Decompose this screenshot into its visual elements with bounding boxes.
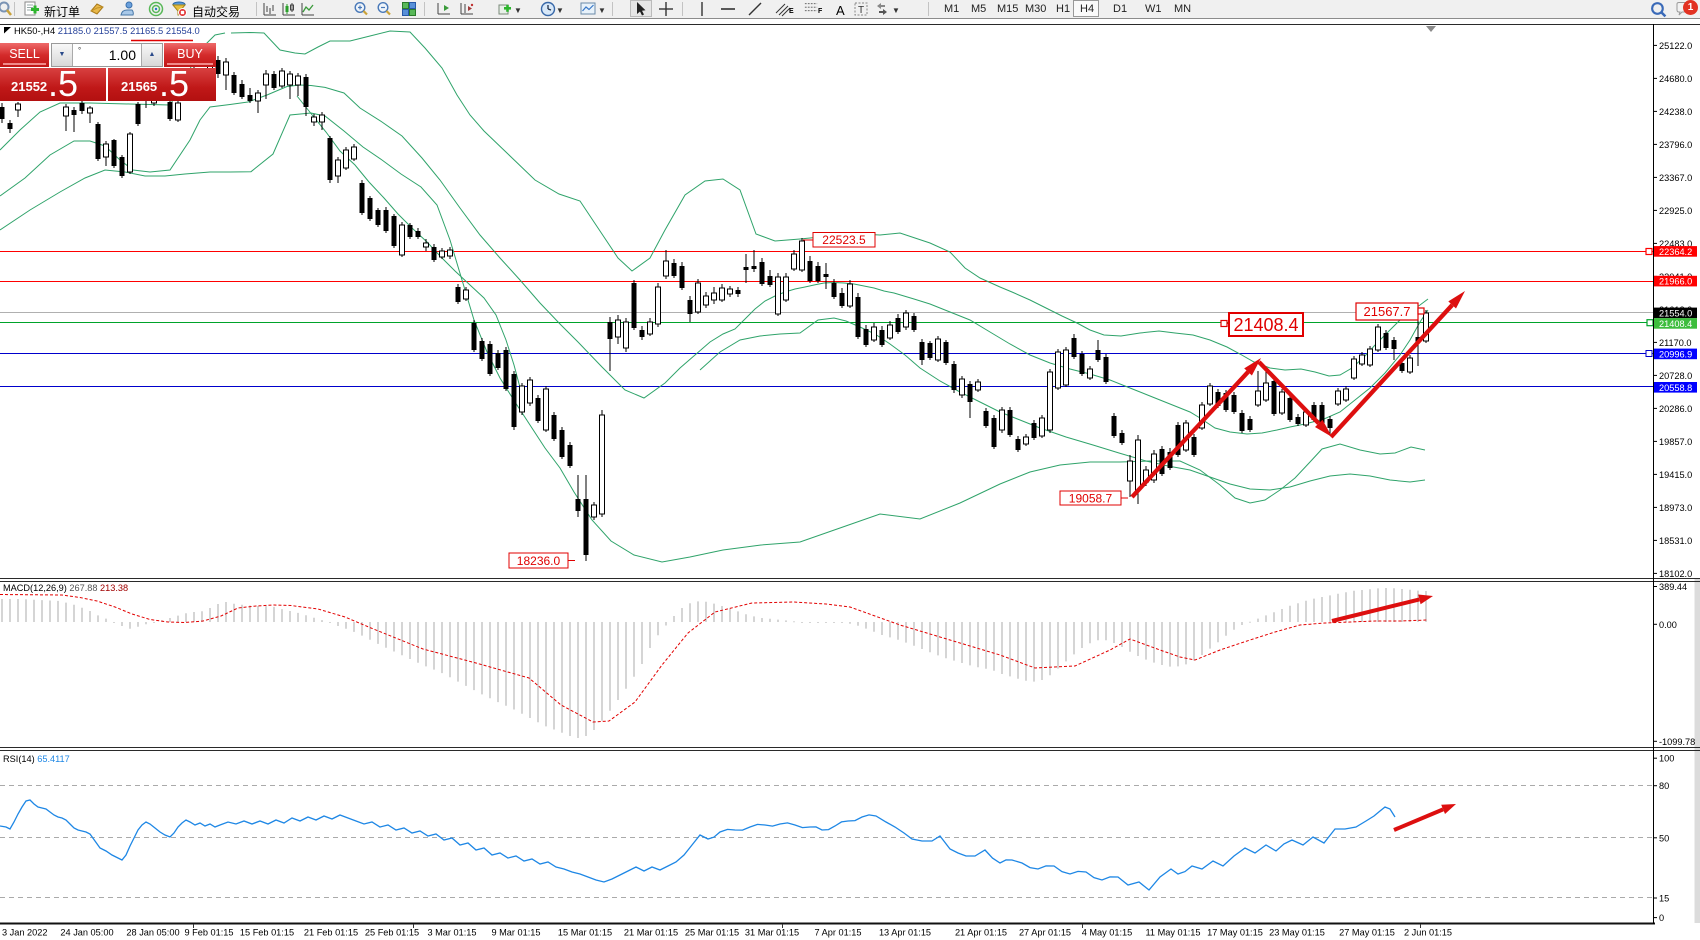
svg-text:22364.2: 22364.2 [1659,247,1692,257]
svg-text:9 Feb 01:15: 9 Feb 01:15 [184,928,233,938]
svg-text:22925.0: 22925.0 [1659,206,1692,216]
svg-text:11 May 01:15: 11 May 01:15 [1146,928,1201,938]
svg-text:21408.4: 21408.4 [1659,319,1692,329]
svg-text:19857.0: 19857.0 [1659,437,1692,447]
svg-text:22483.0: 22483.0 [1659,239,1692,249]
svg-text:18531.0: 18531.0 [1659,536,1692,546]
svg-text:3 Mar 01:15: 3 Mar 01:15 [427,928,476,938]
svg-text:23796.0: 23796.0 [1659,140,1692,150]
svg-text:18973.0: 18973.0 [1659,503,1692,513]
svg-text:22523.5: 22523.5 [822,233,866,247]
svg-text:18102.0: 18102.0 [1659,569,1692,579]
svg-text:-1099.78: -1099.78 [1659,737,1695,747]
svg-text:389.44: 389.44 [1659,582,1687,592]
svg-text:RSI(14) 65.4117: RSI(14) 65.4117 [3,754,70,764]
svg-text:28 Jan 05:00: 28 Jan 05:00 [126,928,179,938]
svg-text:21408.4: 21408.4 [1233,315,1298,335]
svg-text:21554.0: 21554.0 [1659,309,1692,319]
svg-text:20996.9: 20996.9 [1659,350,1692,360]
svg-text:15 Feb 01:15: 15 Feb 01:15 [240,928,294,938]
svg-text:19058.7: 19058.7 [1069,491,1113,505]
svg-text:21 Mar 01:15: 21 Mar 01:15 [624,928,678,938]
svg-text:100: 100 [1659,754,1674,764]
svg-text:20728.0: 20728.0 [1659,371,1692,381]
svg-text:27 May 01:15: 27 May 01:15 [1339,928,1395,938]
svg-text:21966.0: 21966.0 [1659,277,1692,287]
svg-text:9 Mar 01:15: 9 Mar 01:15 [491,928,540,938]
svg-text:31 Mar 01:15: 31 Mar 01:15 [745,928,799,938]
svg-text:MACD(12,26,9) 267.88 213.38: MACD(12,26,9) 267.88 213.38 [3,583,128,593]
svg-text:0.00: 0.00 [1659,620,1677,630]
svg-text:21567.7: 21567.7 [1364,304,1411,319]
svg-text:24680.0: 24680.0 [1659,74,1692,84]
svg-text:21170.0: 21170.0 [1659,338,1692,348]
svg-text:18236.0: 18236.0 [517,554,561,568]
svg-text:17 May 01:15: 17 May 01:15 [1207,928,1263,938]
svg-text:19415.0: 19415.0 [1659,470,1692,480]
svg-text:15: 15 [1659,894,1669,904]
svg-text:20286.0: 20286.0 [1659,404,1692,414]
svg-text:20558.8: 20558.8 [1659,383,1692,393]
svg-text:HK50-,H4 21185.0 21557.5 2116: HK50-,H4 21185.0 21557.5 21165.5 21554.0 [14,25,200,36]
svg-text:21 Apr 01:15: 21 Apr 01:15 [955,928,1007,938]
svg-text:3 Jan 2022: 3 Jan 2022 [2,928,47,938]
svg-text:25 Feb 01:15: 25 Feb 01:15 [365,928,419,938]
svg-text:7 Apr 01:15: 7 Apr 01:15 [815,928,862,938]
svg-text:2 Jun 01:15: 2 Jun 01:15 [1404,928,1452,938]
svg-text:25122.0: 25122.0 [1659,41,1692,51]
svg-text:25 Mar 01:15: 25 Mar 01:15 [685,928,739,938]
svg-text:80: 80 [1659,781,1669,791]
svg-text:13 Apr 01:15: 13 Apr 01:15 [879,928,931,938]
svg-text:24 Jan 05:00: 24 Jan 05:00 [60,928,113,938]
svg-text:23367.0: 23367.0 [1659,173,1692,183]
svg-text:27 Apr 01:15: 27 Apr 01:15 [1019,928,1071,938]
svg-text:15 Mar 01:15: 15 Mar 01:15 [558,928,612,938]
svg-text:50: 50 [1659,833,1669,843]
svg-text:21 Feb 01:15: 21 Feb 01:15 [304,928,358,938]
svg-text:4 May 01:15: 4 May 01:15 [1082,928,1133,938]
svg-text:0: 0 [1659,913,1664,923]
svg-text:24238.0: 24238.0 [1659,107,1692,117]
svg-text:23 May 01:15: 23 May 01:15 [1269,928,1325,938]
svg-text:T: T [858,5,864,16]
